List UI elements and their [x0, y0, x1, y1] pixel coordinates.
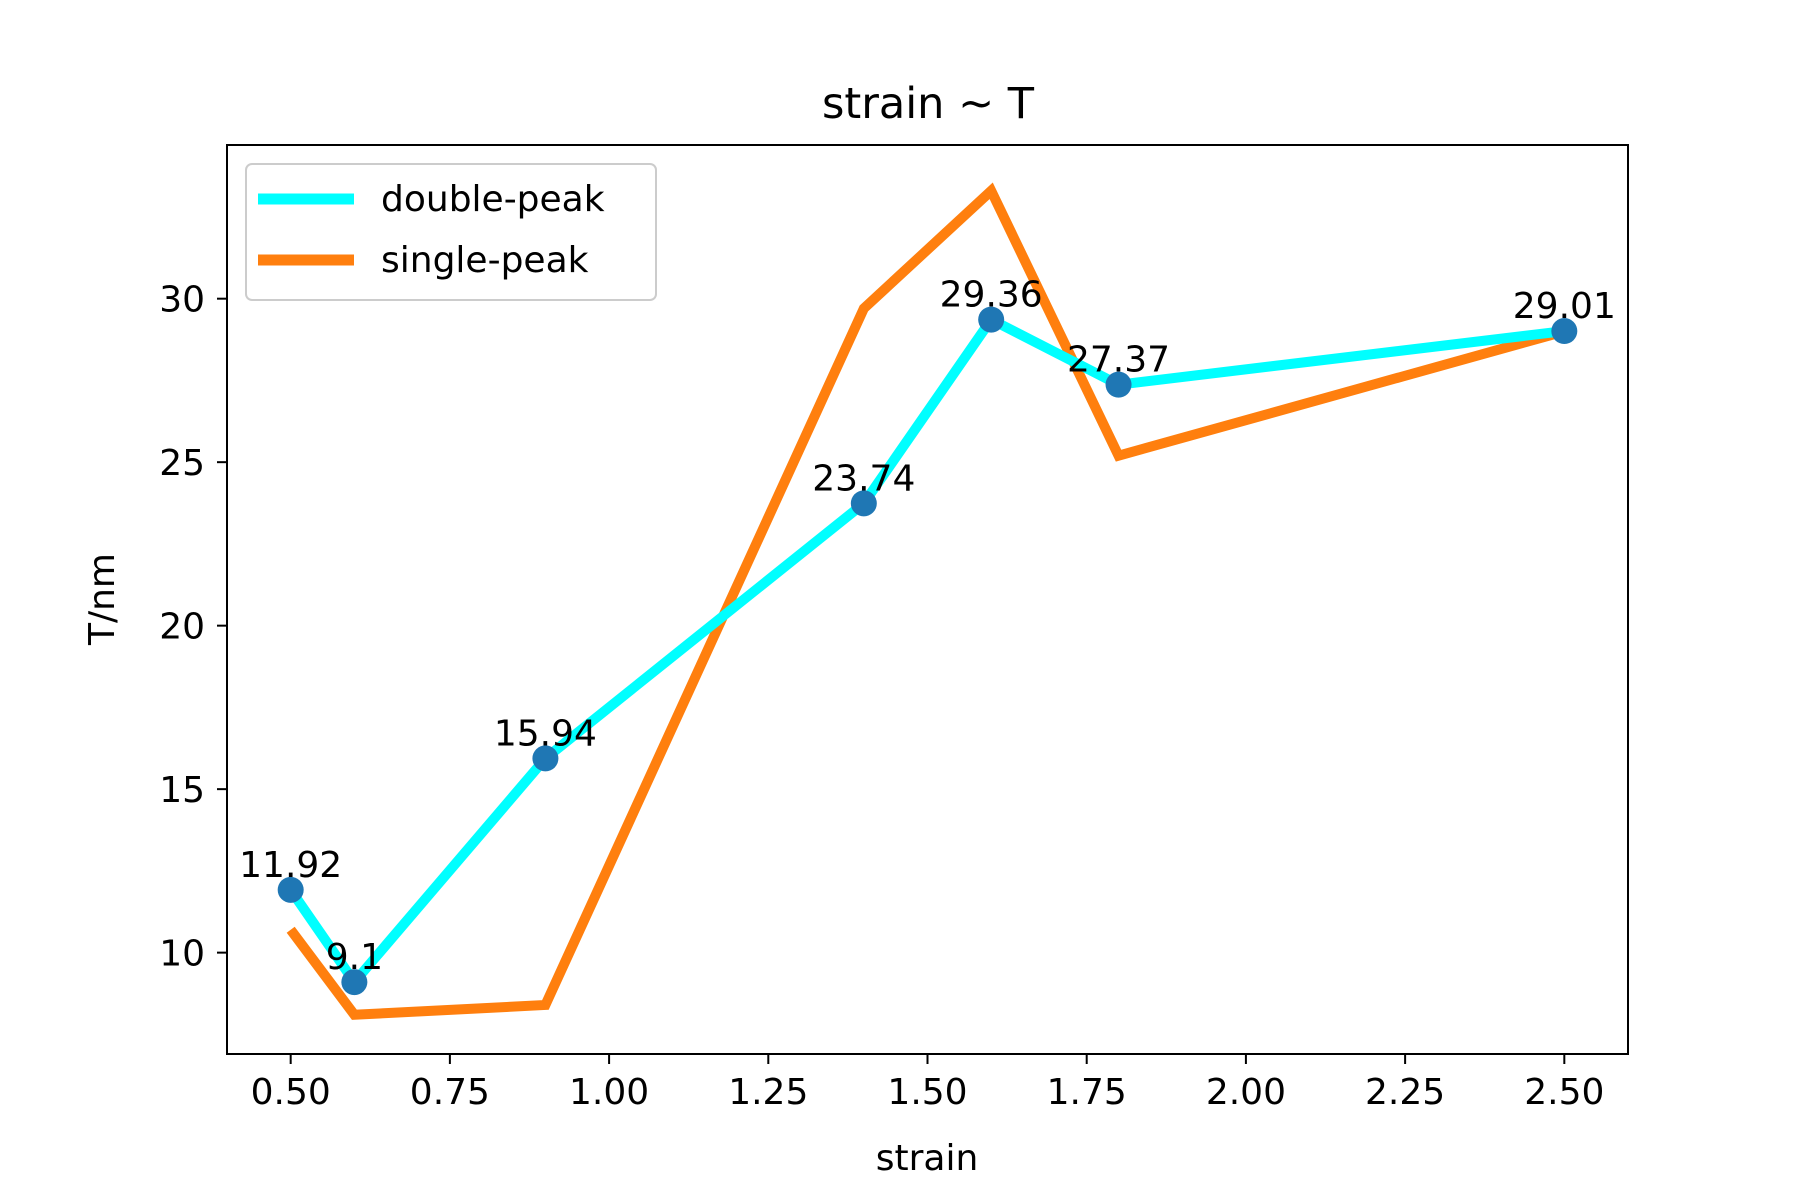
x-tick-label: 1.25 [728, 1072, 808, 1113]
legend-label-double-peak: double-peak [381, 179, 605, 220]
chart-title: strain ~ T [822, 79, 1035, 129]
data-label: 29.01 [1513, 286, 1616, 327]
y-tick-label: 20 [159, 607, 205, 648]
data-label: 15.94 [494, 713, 597, 754]
x-axis: 0.50 0.75 1.00 1.25 1.50 1.75 2.00 2.25 2.50 [251, 1054, 1604, 1113]
data-point [850, 490, 877, 517]
data-point [532, 745, 559, 772]
x-axis-label: strain [876, 1138, 979, 1179]
y-tick-label: 30 [159, 280, 205, 321]
y-axis-label: T/nm [82, 553, 123, 646]
y-tick-label: 25 [159, 443, 205, 484]
data-label: 23.74 [812, 458, 915, 499]
x-tick-label: 1.75 [1047, 1072, 1127, 1113]
y-tick-label: 15 [159, 770, 205, 811]
data-point [1551, 318, 1578, 345]
x-tick-label: 2.50 [1524, 1072, 1604, 1113]
data-labels: 11.92 9.1 15.94 23.74 29.36 27.37 29.01 [239, 275, 1616, 978]
data-label: 27.37 [1067, 340, 1170, 381]
legend: double-peak single-peak [245, 163, 657, 301]
data-point [341, 969, 368, 996]
x-tick-label: 1.50 [887, 1072, 967, 1113]
series-markers [277, 306, 1578, 996]
data-label: 9.1 [326, 937, 383, 978]
x-tick-label: 1.00 [569, 1072, 649, 1113]
x-tick-label: 2.25 [1365, 1072, 1445, 1113]
data-point [978, 306, 1005, 333]
x-tick-label: 0.50 [251, 1072, 331, 1113]
y-tick-label: 10 [159, 934, 205, 975]
series-line-single-peak [286, 182, 1566, 1020]
legend-label-single-peak: single-peak [381, 240, 589, 281]
data-label: 11.92 [239, 845, 342, 886]
data-point [277, 876, 304, 903]
x-tick-label: 2.00 [1206, 1072, 1286, 1113]
data-point [1105, 371, 1132, 398]
data-label: 29.36 [940, 275, 1043, 316]
x-tick-label: 0.75 [410, 1072, 490, 1113]
y-axis: 10 15 20 25 30 [159, 280, 227, 975]
